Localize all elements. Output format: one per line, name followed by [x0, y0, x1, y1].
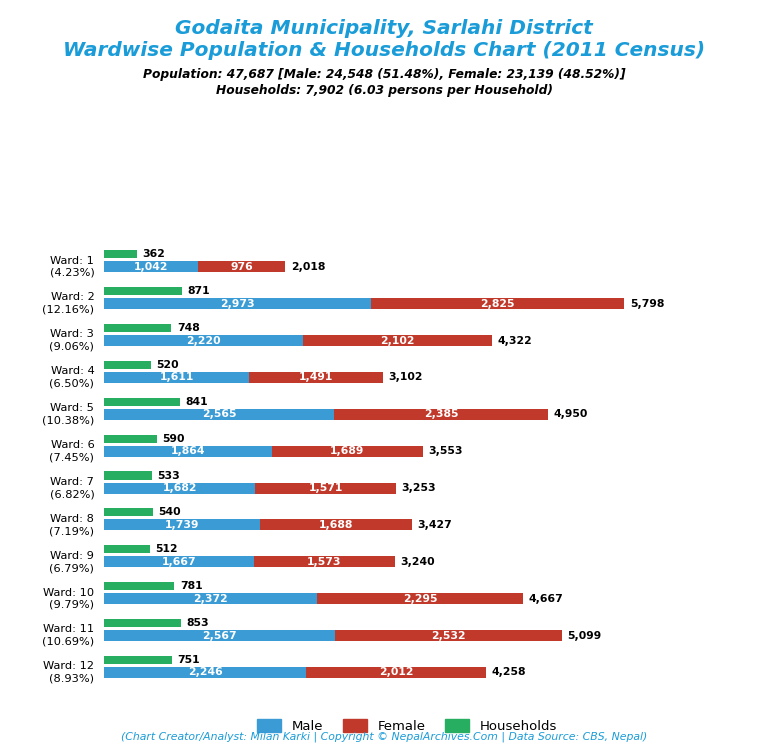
- Text: 1,689: 1,689: [330, 447, 365, 456]
- Text: 520: 520: [157, 360, 179, 370]
- Text: 2,018: 2,018: [291, 262, 325, 272]
- Bar: [104, 656, 172, 664]
- Text: 2,372: 2,372: [194, 593, 228, 604]
- Bar: [317, 593, 523, 604]
- Text: 748: 748: [177, 323, 200, 333]
- Bar: [335, 630, 561, 641]
- Text: 853: 853: [186, 618, 209, 628]
- Bar: [104, 250, 137, 258]
- Text: 3,253: 3,253: [402, 483, 436, 493]
- Bar: [254, 556, 395, 567]
- Text: 3,427: 3,427: [417, 520, 452, 530]
- Bar: [104, 261, 198, 273]
- Text: Wardwise Population & Households Chart (2011 Census): Wardwise Population & Households Chart (…: [63, 41, 705, 60]
- Text: 2,385: 2,385: [424, 410, 458, 419]
- Bar: [371, 298, 624, 309]
- Text: 976: 976: [230, 262, 253, 272]
- Bar: [104, 324, 171, 332]
- Text: 3,240: 3,240: [400, 556, 435, 567]
- Text: 3,553: 3,553: [429, 447, 463, 456]
- Bar: [303, 335, 492, 346]
- Text: 1,573: 1,573: [307, 556, 342, 567]
- Text: 1,042: 1,042: [134, 262, 168, 272]
- Text: 2,220: 2,220: [187, 336, 221, 346]
- Bar: [104, 471, 152, 480]
- Legend: Male, Female, Households: Male, Female, Households: [252, 714, 562, 738]
- Text: 540: 540: [158, 508, 180, 517]
- Text: Population: 47,687 [Male: 24,548 (51.48%), Female: 23,139 (48.52%)]: Population: 47,687 [Male: 24,548 (51.48%…: [143, 68, 625, 81]
- Text: 1,688: 1,688: [319, 520, 353, 530]
- Bar: [104, 582, 174, 590]
- Text: 2,102: 2,102: [380, 336, 415, 346]
- Text: 3,102: 3,102: [388, 373, 422, 383]
- Text: 1,739: 1,739: [165, 520, 200, 530]
- Bar: [104, 556, 254, 567]
- Bar: [104, 409, 334, 420]
- Text: 2,565: 2,565: [202, 410, 237, 419]
- Text: 590: 590: [163, 434, 185, 444]
- Text: Godaita Municipality, Sarlahi District: Godaita Municipality, Sarlahi District: [175, 19, 593, 38]
- Bar: [104, 545, 151, 553]
- Text: 2,973: 2,973: [220, 299, 255, 309]
- Text: 841: 841: [185, 397, 208, 407]
- Bar: [260, 520, 412, 530]
- Bar: [104, 287, 183, 295]
- Text: 362: 362: [142, 249, 165, 259]
- Bar: [104, 372, 249, 383]
- Text: Households: 7,902 (6.03 persons per Household): Households: 7,902 (6.03 persons per Hous…: [216, 84, 552, 97]
- Bar: [104, 508, 153, 517]
- Bar: [104, 619, 180, 627]
- Text: 1,864: 1,864: [170, 447, 205, 456]
- Bar: [249, 372, 382, 383]
- Bar: [104, 361, 151, 369]
- Bar: [104, 593, 317, 604]
- Bar: [306, 667, 486, 678]
- Bar: [104, 398, 180, 406]
- Text: 751: 751: [177, 655, 200, 665]
- Text: 512: 512: [156, 544, 178, 554]
- Bar: [104, 520, 260, 530]
- Text: 871: 871: [188, 286, 210, 296]
- Bar: [104, 630, 335, 641]
- Text: (Chart Creator/Analyst: Milan Karki | Copyright © NepalArchives.Com | Data Sourc: (Chart Creator/Analyst: Milan Karki | Co…: [121, 731, 647, 742]
- Bar: [104, 298, 371, 309]
- Text: 4,667: 4,667: [528, 593, 563, 604]
- Text: 2,295: 2,295: [402, 593, 437, 604]
- Text: 533: 533: [157, 471, 180, 480]
- Text: 4,322: 4,322: [498, 336, 532, 346]
- Text: 1,611: 1,611: [160, 373, 194, 383]
- Bar: [272, 446, 423, 457]
- Text: 2,246: 2,246: [187, 667, 223, 678]
- Text: 1,682: 1,682: [163, 483, 197, 493]
- Text: 4,258: 4,258: [492, 667, 526, 678]
- Text: 1,667: 1,667: [162, 556, 197, 567]
- Bar: [334, 409, 548, 420]
- Bar: [104, 446, 272, 457]
- Bar: [104, 667, 306, 678]
- Bar: [104, 483, 255, 494]
- Text: 5,798: 5,798: [630, 299, 664, 309]
- Text: 1,571: 1,571: [309, 483, 343, 493]
- Text: 2,532: 2,532: [431, 630, 465, 641]
- Bar: [255, 483, 396, 494]
- Text: 5,099: 5,099: [567, 630, 601, 641]
- Text: 2,825: 2,825: [481, 299, 515, 309]
- Bar: [104, 434, 157, 443]
- Text: 2,567: 2,567: [202, 630, 237, 641]
- Bar: [104, 335, 303, 346]
- Text: 781: 781: [180, 581, 203, 591]
- Text: 1,491: 1,491: [299, 373, 333, 383]
- Bar: [198, 261, 286, 273]
- Text: 2,012: 2,012: [379, 667, 413, 678]
- Text: 4,950: 4,950: [554, 410, 588, 419]
